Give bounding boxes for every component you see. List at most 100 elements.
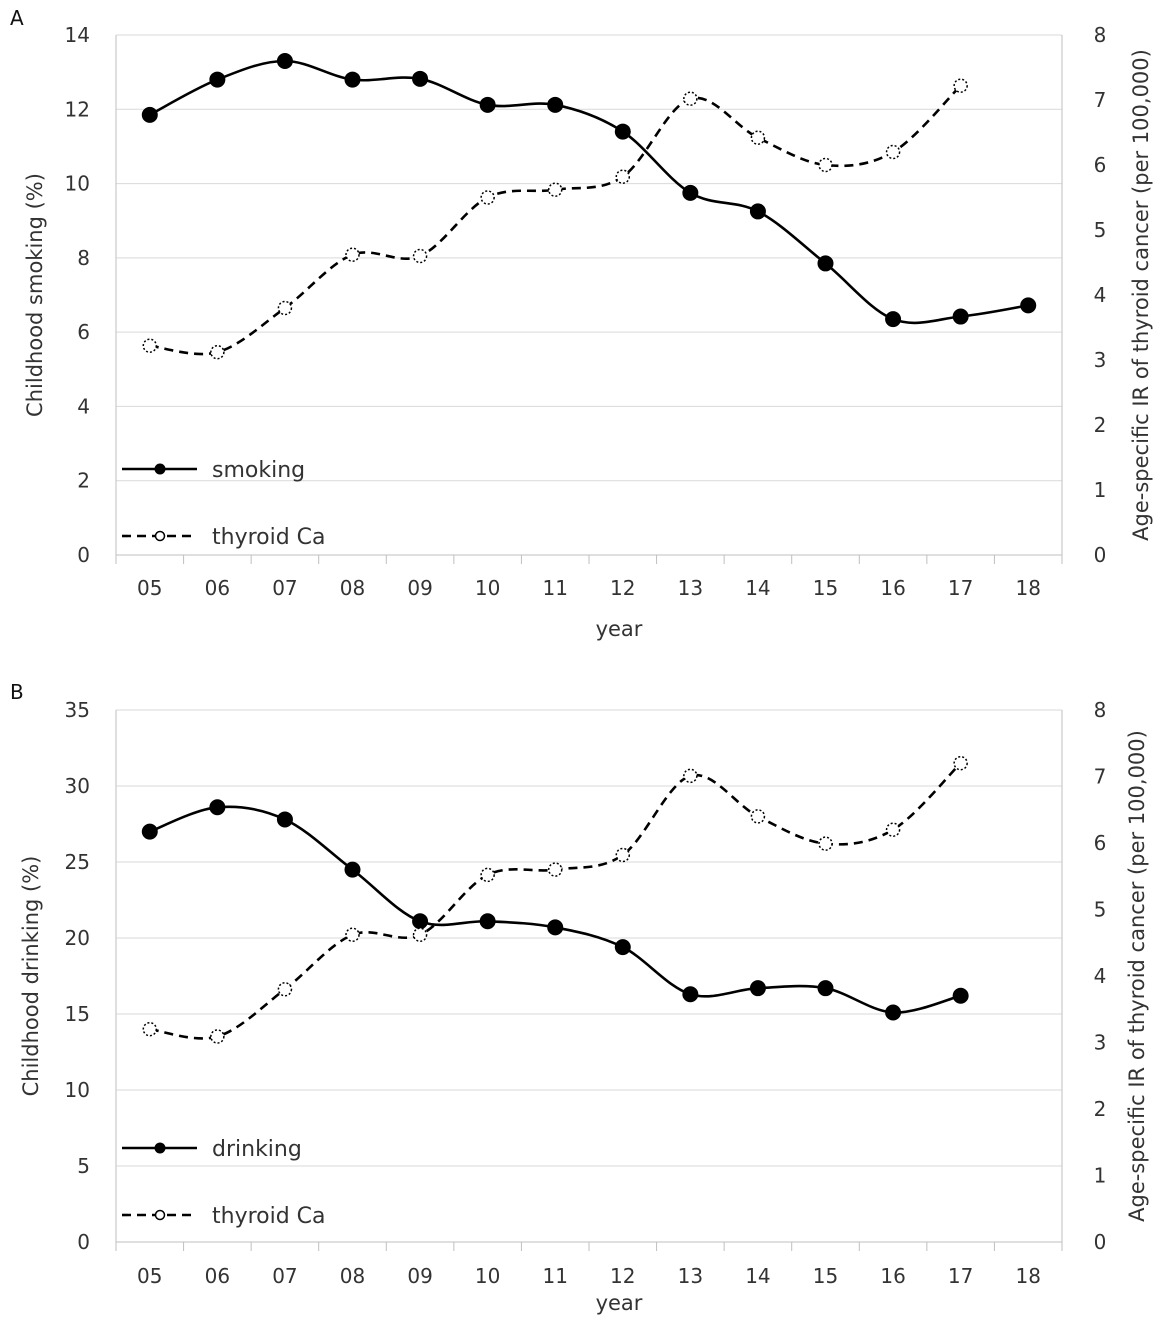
legend-marker [154, 530, 166, 542]
data-point [952, 308, 969, 325]
y-axis-title: Childhood smoking (%) [23, 173, 47, 417]
x-tick-label: 15 [813, 1264, 838, 1288]
y-tick-label: 10 [65, 1078, 90, 1102]
y2-tick-label: 1 [1094, 478, 1107, 502]
series-thyroid-ca [142, 78, 968, 360]
x-tick-label: 08 [340, 1264, 365, 1288]
x-axis-title: year [596, 617, 643, 641]
x-axis-title: year [596, 1291, 643, 1315]
data-point [885, 311, 902, 328]
data-point [817, 980, 834, 997]
data-point [615, 847, 631, 863]
y2-tick-label: 4 [1094, 283, 1107, 307]
x-tick-label: 06 [205, 1264, 230, 1288]
x-tick-label: 18 [1015, 576, 1040, 600]
legend-label: thyroid Ca [212, 525, 326, 550]
legend-entry: drinking [122, 1137, 302, 1162]
y2-tick-label: 7 [1094, 88, 1107, 112]
data-point [412, 913, 429, 930]
y2-tick-label: 0 [1094, 1230, 1107, 1254]
y-tick-label: 25 [65, 850, 90, 874]
data-point [141, 823, 158, 840]
legend-entry: thyroid Ca [122, 525, 326, 550]
series-smoking [141, 53, 1037, 328]
data-point [547, 919, 564, 936]
y2-tick-label: 8 [1094, 698, 1107, 722]
data-point [682, 184, 699, 201]
data-point [750, 130, 766, 145]
data-point [750, 809, 766, 824]
y2-tick-label: 0 [1094, 543, 1107, 567]
x-tick-label: 14 [745, 1264, 770, 1288]
y-tick-label: 12 [65, 97, 90, 121]
y-tick-label: 10 [65, 172, 90, 196]
legend-entry: smoking [122, 458, 305, 483]
series-line [149, 84, 962, 356]
data-point [817, 255, 834, 272]
legend-marker [154, 1142, 166, 1154]
data-point [277, 982, 293, 997]
data-point [210, 344, 225, 360]
y-tick-label: 15 [65, 1002, 90, 1026]
y2-tick-label: 3 [1094, 348, 1107, 372]
data-point [547, 182, 563, 197]
x-tick-label: 16 [880, 576, 905, 600]
x-tick-label: 11 [542, 1264, 567, 1288]
legend-label: smoking [212, 458, 305, 483]
data-point [547, 96, 564, 113]
data-point [818, 836, 833, 851]
series-line [149, 762, 962, 1040]
x-tick-label: 17 [948, 1264, 973, 1288]
y2-tick-label: 4 [1094, 964, 1107, 988]
x-tick-label: 13 [678, 1264, 703, 1288]
data-point [953, 78, 968, 93]
x-tick-label: 16 [880, 1264, 905, 1288]
x-tick-label: 07 [272, 576, 297, 600]
y2-tick-label: 6 [1094, 153, 1107, 177]
y-tick-label: 5 [77, 1154, 90, 1178]
data-point [885, 822, 901, 837]
x-tick-label: 05 [137, 1264, 162, 1288]
data-point [209, 71, 226, 88]
legend-label: drinking [212, 1137, 302, 1162]
x-tick-label: 18 [1015, 1264, 1040, 1288]
data-point [952, 987, 969, 1004]
data-point [885, 144, 901, 160]
y-axis-title: Childhood drinking (%) [19, 856, 43, 1097]
data-point [683, 91, 698, 106]
series-line [149, 805, 961, 1014]
data-point [749, 203, 766, 220]
data-point [614, 939, 631, 956]
y-tick-label: 35 [65, 698, 90, 722]
data-point [344, 71, 361, 88]
data-point [479, 913, 496, 930]
x-tick-label: 09 [407, 576, 432, 600]
x-tick-label: 13 [678, 576, 703, 600]
data-point [412, 70, 429, 87]
data-point [480, 867, 495, 883]
x-tick-label: 09 [407, 1264, 432, 1288]
x-tick-label: 08 [340, 576, 365, 600]
data-point [344, 861, 361, 878]
data-point [682, 986, 699, 1003]
data-point [345, 927, 360, 943]
legend-marker [154, 1209, 166, 1221]
data-point [276, 53, 293, 69]
series-line [149, 59, 1029, 325]
x-tick-label: 10 [475, 576, 500, 600]
x-tick-label: 12 [610, 1264, 635, 1288]
data-point [142, 338, 158, 353]
data-point [277, 300, 293, 316]
y-tick-label: 20 [65, 926, 90, 950]
x-tick-label: 11 [542, 576, 567, 600]
series-drinking [141, 799, 969, 1021]
y2-tick-label: 3 [1094, 1031, 1107, 1055]
y2-tick-label: 5 [1094, 218, 1107, 242]
y-tick-label: 30 [65, 774, 90, 798]
panel-label: B [10, 680, 24, 704]
y-tick-label: 4 [77, 394, 90, 418]
data-point [480, 190, 495, 205]
data-point [142, 1021, 158, 1037]
